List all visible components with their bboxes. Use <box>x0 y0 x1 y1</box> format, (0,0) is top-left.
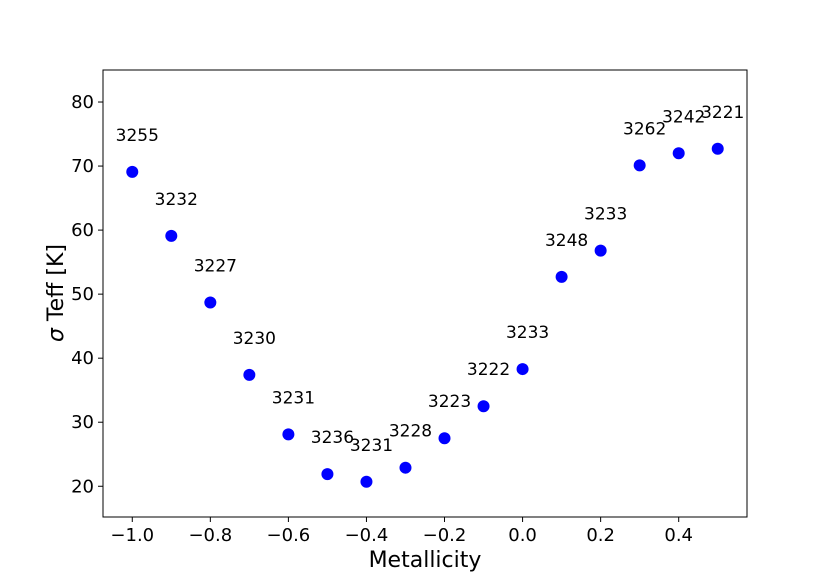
y-tick-label: 30 <box>71 412 94 433</box>
data-labels: 3255323232273230323132363231322832233222… <box>116 103 745 456</box>
y-tick-label: 70 <box>71 156 94 177</box>
x-tick-label: 0.2 <box>586 525 615 546</box>
data-label: 3222 <box>467 360 510 380</box>
x-tick-label: 0.4 <box>664 525 693 546</box>
data-label: 3262 <box>623 119 666 139</box>
y-tick-label: 80 <box>71 92 94 113</box>
data-label: 3236 <box>311 428 354 448</box>
data-point <box>633 159 646 172</box>
data-label: 3242 <box>662 107 705 127</box>
data-point <box>126 165 139 178</box>
x-axis-ticks: −1.0 −0.8 −0.6 −0.4 −0.2 0.0 0.2 0.4 <box>110 517 693 546</box>
y-axis-title-text: Teff [K] <box>44 244 69 328</box>
y-axis-title-symbol: σ <box>44 327 69 342</box>
data-label: 3228 <box>389 422 432 442</box>
data-label: 3255 <box>116 126 159 146</box>
plot-frame <box>102 69 748 518</box>
x-tick-label: −0.8 <box>188 525 232 546</box>
x-axis-title: Metallicity <box>369 548 482 573</box>
x-tick-label: 0.0 <box>508 525 537 546</box>
data-point <box>594 244 607 257</box>
data-label: 3221 <box>701 103 744 123</box>
data-point <box>399 461 412 474</box>
x-tick-label: −0.4 <box>345 525 389 546</box>
data-label: 3231 <box>272 388 315 408</box>
data-point <box>321 468 334 481</box>
data-point <box>204 296 217 309</box>
x-tick-label: −1.0 <box>110 525 154 546</box>
data-point <box>516 363 529 376</box>
data-label: 3248 <box>545 231 588 251</box>
data-point <box>555 270 568 283</box>
data-label: 3233 <box>506 323 549 343</box>
data-point <box>477 400 490 413</box>
data-point <box>243 368 256 381</box>
y-tick-label: 20 <box>71 476 94 497</box>
data-point <box>165 229 178 242</box>
data-point <box>438 432 451 445</box>
data-label: 3231 <box>350 436 393 456</box>
y-tick-label: 60 <box>71 220 94 241</box>
data-point <box>360 475 373 488</box>
data-points <box>126 142 724 488</box>
data-point <box>282 428 295 441</box>
data-label: 3233 <box>584 205 627 225</box>
x-tick-label: −0.2 <box>423 525 467 546</box>
data-label: 3230 <box>233 329 276 349</box>
y-axis-title: σ Teff [K] <box>44 244 69 342</box>
data-label: 3232 <box>155 190 198 210</box>
data-point <box>711 142 724 155</box>
x-tick-label: −0.6 <box>267 525 311 546</box>
y-axis-ticks: 20 30 40 50 60 70 80 <box>71 92 103 497</box>
data-label: 3227 <box>194 256 237 276</box>
data-point <box>672 147 685 160</box>
data-label: 3223 <box>428 392 471 412</box>
y-tick-label: 40 <box>71 348 94 369</box>
y-tick-label: 50 <box>71 284 94 305</box>
